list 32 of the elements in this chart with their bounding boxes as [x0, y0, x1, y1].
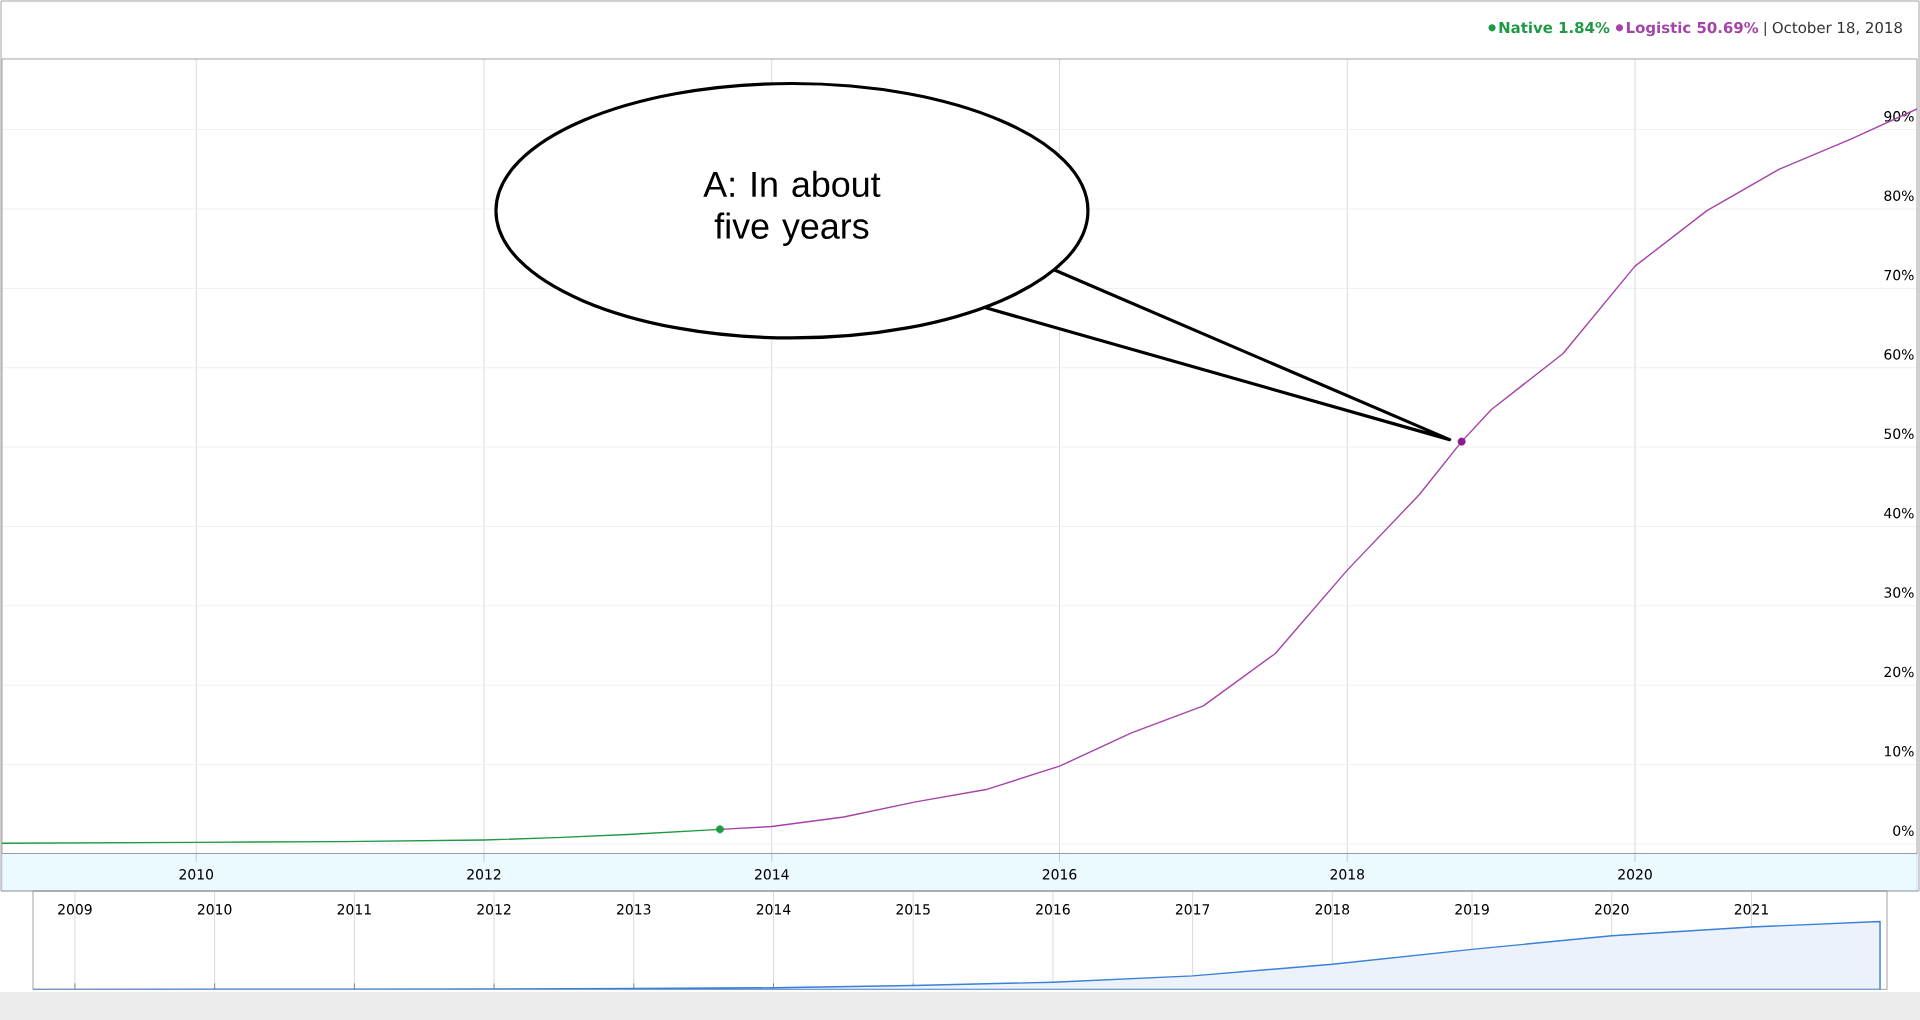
x-tick-label: 2010 [179, 869, 214, 880]
x-tick-label: 2011 [337, 904, 371, 915]
y-tick-label: 70% [1884, 269, 1914, 281]
x-tick-label: 2010 [197, 904, 232, 915]
legend-label: Native 1.84% [1499, 21, 1610, 34]
x-tick-label: 2012 [477, 904, 511, 915]
x-tick-label: 2017 [1175, 904, 1210, 915]
x-tick-label: 2012 [467, 869, 501, 880]
y-tick-label: 30% [1884, 587, 1914, 598]
y-tick-label: 40% [1884, 507, 1914, 519]
x-tick-label: 2009 [58, 904, 92, 915]
x-tick-label: 2016 [1042, 869, 1077, 880]
x-tick-label: 2018 [1330, 869, 1365, 880]
x-tick-label: 2019 [1455, 904, 1489, 915]
x-tick-label: 2016 [1036, 904, 1070, 915]
text: October 18, 2018 [1772, 21, 1902, 35]
y-tick-label: 80% [1884, 190, 1914, 201]
y-tick-label: 60% [1884, 349, 1914, 360]
y-tick-label: 10% [1884, 746, 1914, 757]
x-tick-label: 2018 [1315, 904, 1350, 915]
x-tick-label: 2014 [756, 904, 791, 915]
x-tick-label: 2020 [1595, 904, 1629, 915]
y-tick-label: 20% [1884, 666, 1914, 678]
y-tick-label: 0% [1893, 825, 1914, 836]
x-tick-label: 2013 [617, 904, 651, 915]
y-tick-label: 50% [1884, 428, 1914, 440]
x-tick-label: 2015 [896, 904, 930, 915]
x-tick-label: 2014 [755, 869, 789, 880]
annotation: A: In about five years [703, 170, 881, 246]
legend-label: Logistic 50.69% [1626, 21, 1759, 37]
x-tick-label: 2020 [1618, 869, 1652, 880]
x-tick-label: 2021 [1734, 904, 1768, 915]
